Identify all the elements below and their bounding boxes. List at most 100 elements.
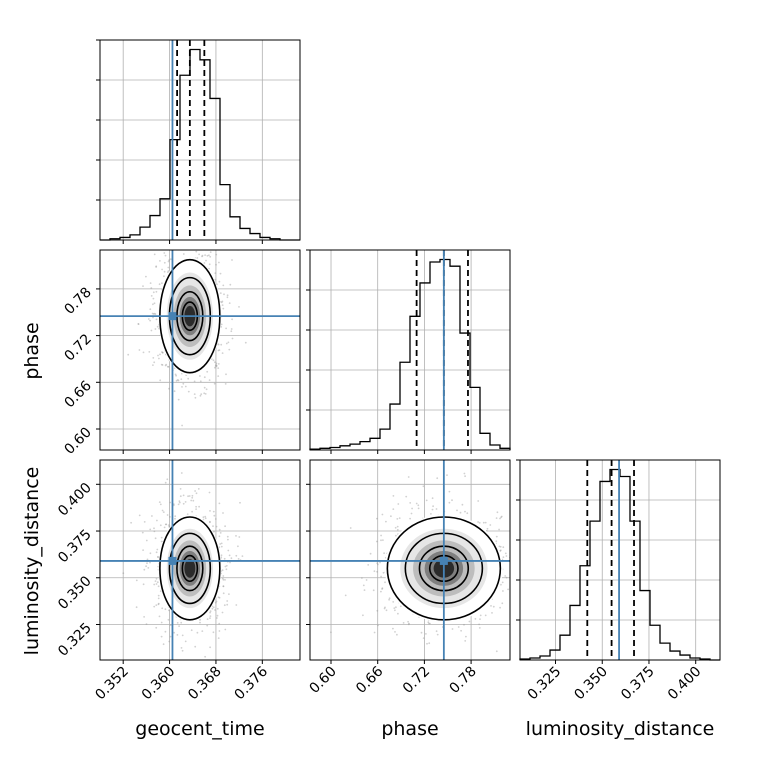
sample-point	[196, 257, 199, 259]
sample-point	[209, 255, 212, 258]
sample-point	[376, 517, 378, 520]
sample-point	[430, 513, 432, 515]
sample-point	[202, 248, 204, 250]
sample-point	[146, 562, 148, 565]
sample-point	[217, 349, 220, 352]
sample-point	[222, 307, 225, 310]
sample-point	[156, 325, 159, 328]
sample-point	[222, 585, 225, 588]
sample-point	[138, 514, 141, 517]
sample-point	[238, 306, 240, 308]
sample-point	[187, 377, 190, 380]
sample-point	[190, 499, 193, 502]
panel-content	[100, 246, 300, 450]
sample-point	[154, 328, 157, 330]
sample-point	[388, 597, 391, 600]
sample-point	[201, 254, 204, 257]
sample-point	[152, 313, 155, 315]
sample-point	[141, 531, 144, 534]
sample-point	[153, 527, 155, 530]
sample-point	[504, 552, 507, 555]
sample-point	[225, 568, 228, 571]
sample-point	[484, 521, 487, 524]
sample-point	[187, 390, 190, 393]
sample-point	[511, 548, 513, 550]
sample-point	[211, 607, 214, 610]
sample-point	[160, 540, 163, 543]
sample-point	[228, 348, 231, 351]
sample-point	[206, 618, 209, 620]
sample-point	[208, 379, 211, 381]
sample-point	[224, 579, 226, 581]
sample-point	[209, 615, 212, 617]
sample-point	[155, 577, 158, 580]
sample-point	[159, 379, 162, 382]
sample-point	[137, 323, 140, 325]
sample-point	[179, 495, 182, 498]
sample-point	[168, 640, 171, 643]
sample-point	[464, 510, 466, 513]
sample-point	[153, 530, 156, 533]
sample-point	[499, 606, 501, 609]
sample-point	[159, 524, 162, 527]
sample-point	[177, 398, 180, 401]
sample-point	[165, 363, 168, 366]
sample-point	[380, 534, 382, 537]
sample-point	[151, 515, 153, 517]
sample-point	[238, 536, 241, 538]
xtick-label: 0.376	[231, 663, 271, 703]
sample-point	[218, 535, 221, 538]
sample-point	[214, 518, 217, 520]
sample-point	[159, 353, 161, 356]
xlabel-phase: phase	[381, 718, 438, 740]
sample-point	[218, 622, 221, 625]
sample-point	[174, 517, 176, 520]
sample-point	[451, 499, 453, 502]
sample-point	[199, 375, 201, 377]
sample-point	[383, 607, 386, 610]
sample-point	[380, 539, 382, 542]
sample-point	[235, 535, 237, 537]
sample-point	[375, 540, 378, 543]
sample-point	[149, 561, 151, 564]
sample-point	[130, 521, 133, 524]
sample-point	[205, 246, 207, 248]
sample-point	[127, 353, 130, 356]
sample-point	[167, 260, 170, 263]
sample-point	[199, 619, 201, 621]
sample-point	[205, 259, 207, 262]
sample-point	[201, 630, 204, 632]
sample-point	[394, 609, 396, 612]
sample-point	[218, 349, 221, 351]
sample-point	[187, 495, 190, 498]
sample-point	[478, 623, 480, 626]
ytick-label: 0.400	[55, 480, 95, 520]
sample-point	[363, 589, 366, 591]
sample-point	[225, 342, 228, 345]
sample-point	[161, 351, 164, 354]
sample-point	[219, 292, 222, 294]
sample-point	[142, 583, 145, 586]
sample-point	[392, 601, 395, 603]
sample-point	[159, 590, 162, 592]
sample-point	[153, 361, 156, 364]
sample-point	[226, 603, 229, 606]
sample-point	[392, 495, 395, 497]
sample-point	[160, 246, 162, 248]
sample-point	[218, 596, 221, 599]
sample-point	[214, 366, 216, 369]
density-fill-4	[184, 559, 196, 578]
sample-point	[507, 588, 509, 591]
sample-point	[420, 631, 423, 634]
sample-point	[164, 364, 167, 367]
sample-point	[362, 584, 365, 587]
sample-point	[215, 362, 218, 365]
sample-point	[204, 515, 207, 518]
pair-panel-geocent_time-phase	[96, 246, 301, 454]
sample-point	[373, 631, 376, 634]
sample-point	[218, 546, 221, 549]
sample-point	[166, 478, 169, 481]
sample-point	[161, 364, 164, 366]
xtick-label: 0.360	[139, 664, 179, 704]
sample-point	[220, 323, 223, 326]
